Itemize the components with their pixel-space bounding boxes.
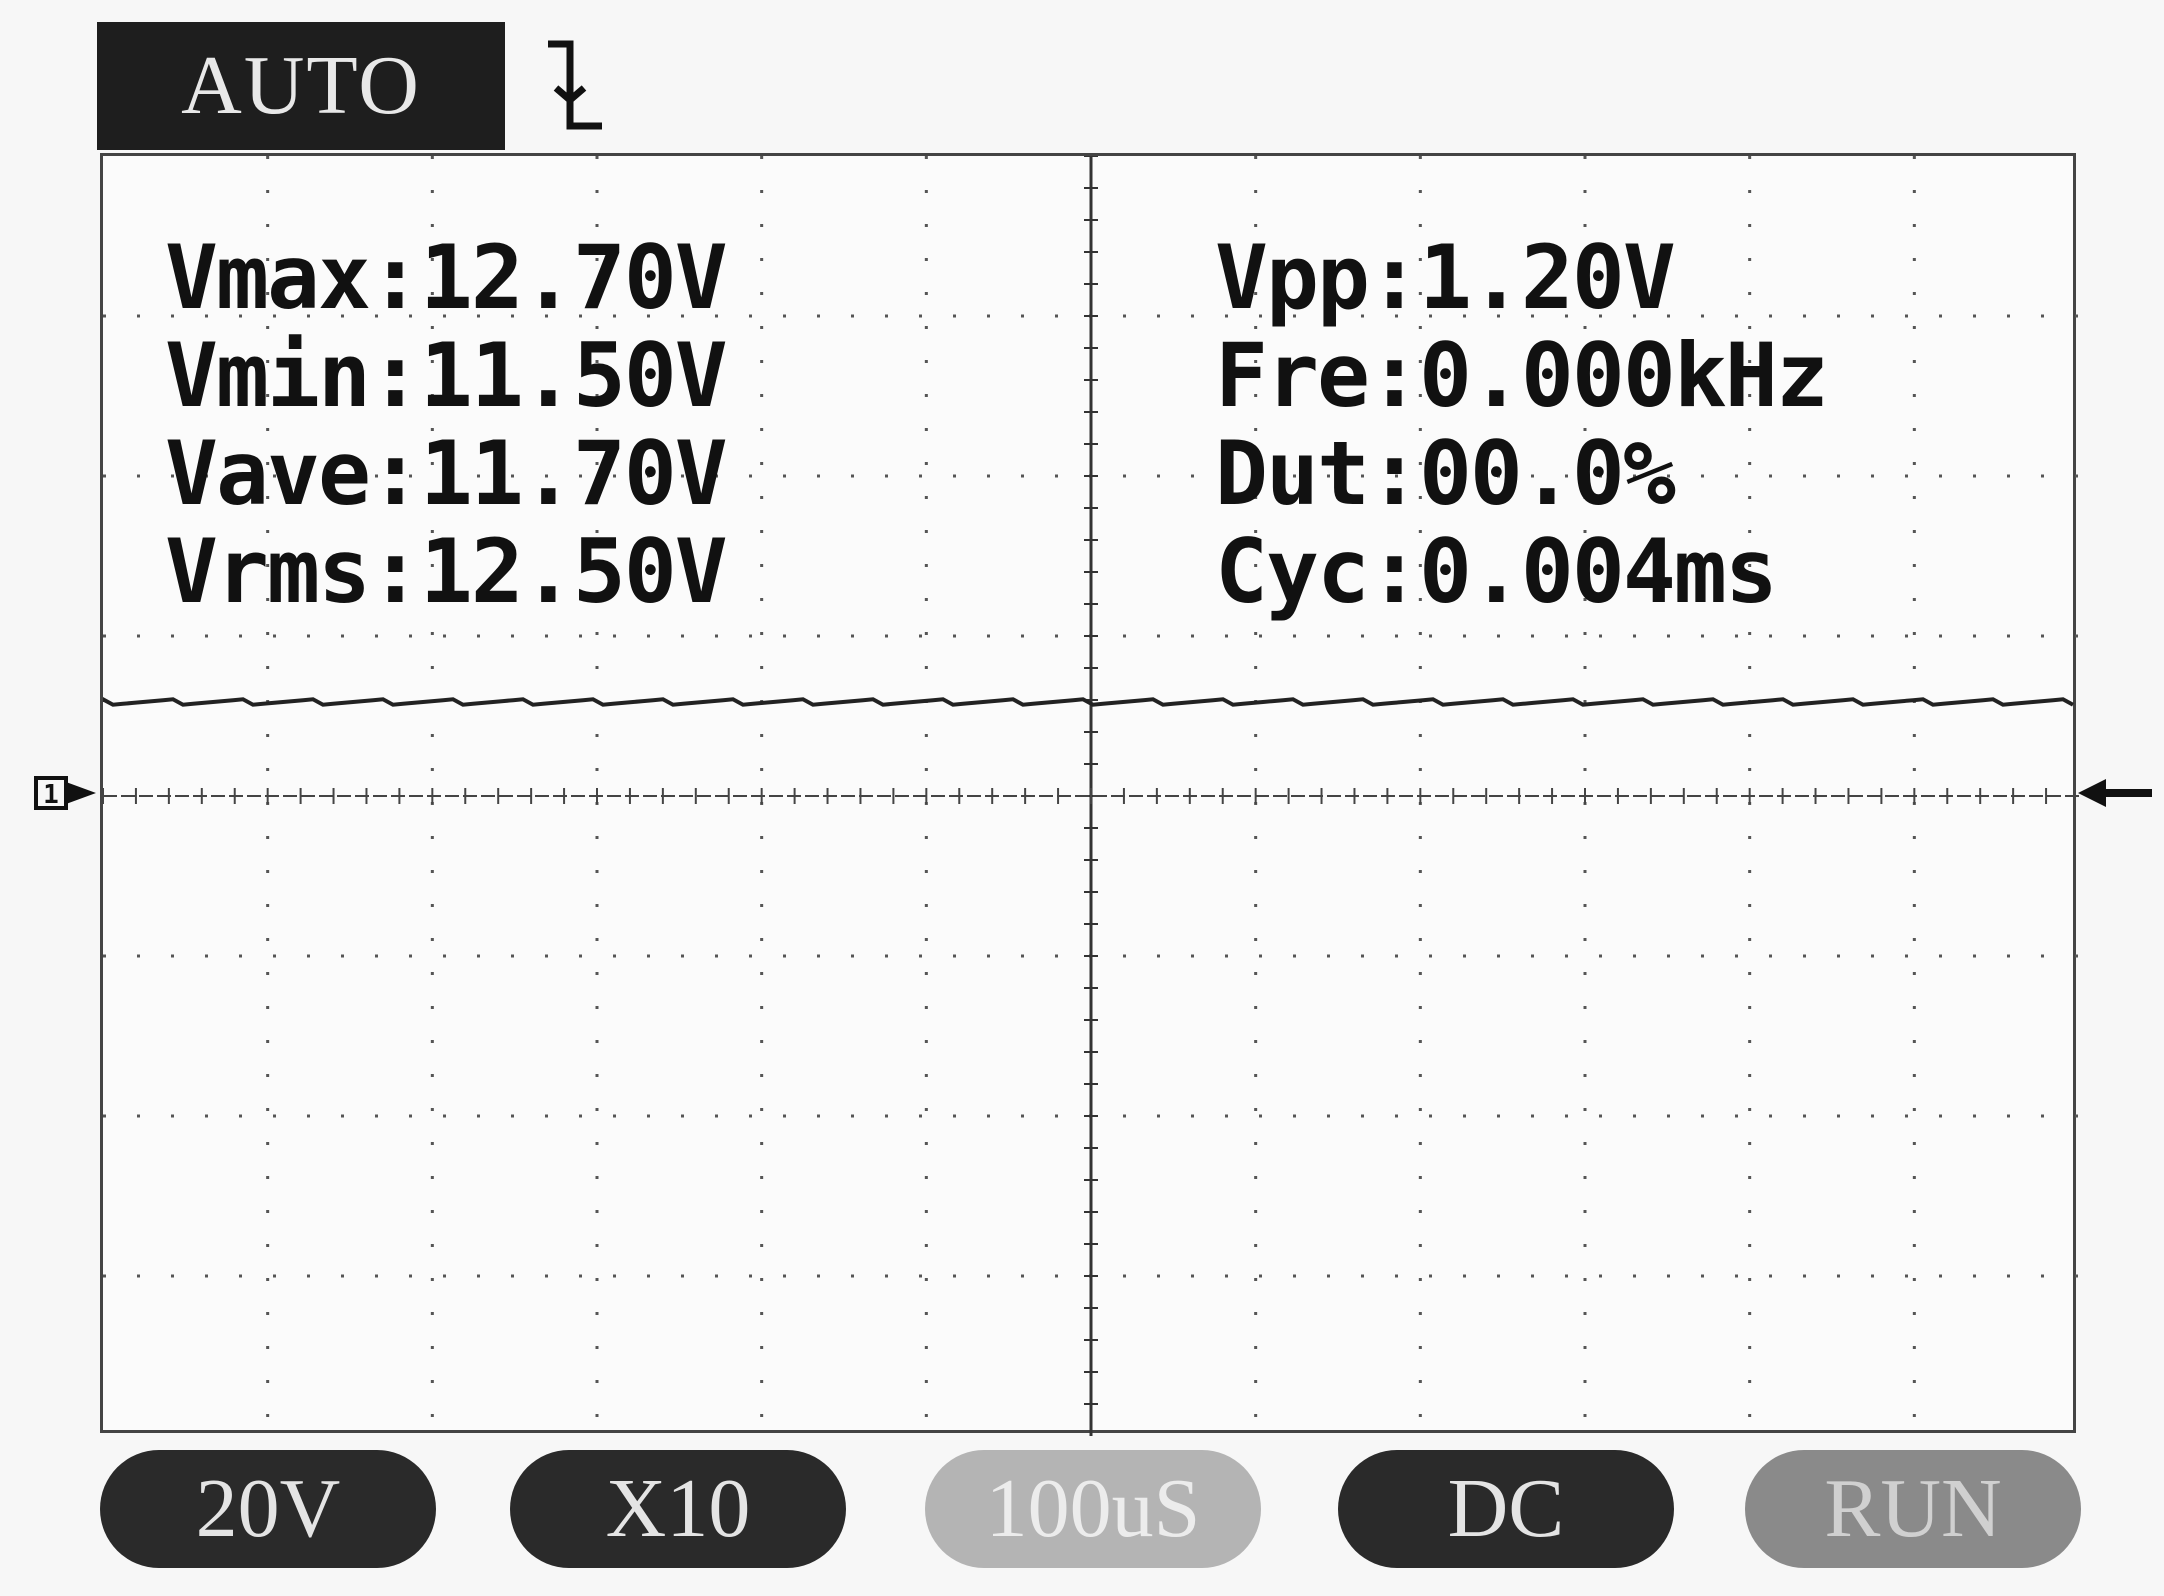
channel-1-label: 1 <box>43 780 59 810</box>
coupling-button[interactable]: DC <box>1338 1450 1674 1568</box>
vrms-label: Vrms <box>165 520 371 623</box>
cycle-value: 0.004ms <box>1418 520 1778 623</box>
cycle-label: Cyc <box>1215 520 1370 623</box>
channel-1-marker[interactable]: 1 <box>34 776 100 810</box>
vpp-value: 1.20V <box>1418 226 1676 329</box>
graticule-grid <box>103 156 2079 1436</box>
trigger-level-marker[interactable] <box>2076 776 2156 810</box>
volts-per-div-button[interactable]: 20V <box>100 1450 436 1568</box>
vmin-label: Vmin <box>165 324 371 427</box>
vmax-value: 12.70V <box>419 226 728 329</box>
frequency-label: Fre <box>1215 324 1370 427</box>
vave-readout: Vave:11.70V <box>165 422 728 525</box>
acquisition-mode-badge[interactable]: AUTO <box>97 22 505 150</box>
vrms-value: 12.50V <box>419 520 728 623</box>
waveform-display <box>100 153 2079 1436</box>
probe-attenuation-button[interactable]: X10 <box>510 1450 846 1568</box>
vave-label: Vave <box>165 422 371 525</box>
duty-value: 00.0% <box>1418 422 1676 525</box>
frequency-value: 0.000kHz <box>1418 324 1829 427</box>
duty-readout: Dut:00.0% <box>1215 422 1676 525</box>
duty-label: Dut <box>1215 422 1370 525</box>
vmax-readout: Vmax:12.70V <box>165 226 728 329</box>
vmax-label: Vmax <box>165 226 371 329</box>
vave-value: 11.70V <box>419 422 728 525</box>
vpp-label: Vpp <box>1215 226 1370 329</box>
frequency-readout: Fre:0.000kHz <box>1215 324 1829 427</box>
vrms-readout: Vrms:12.50V <box>165 520 728 623</box>
vpp-readout: Vpp:1.20V <box>1215 226 1676 329</box>
run-stop-button[interactable]: RUN <box>1745 1450 2081 1568</box>
falling-edge-trigger-icon <box>548 40 602 130</box>
time-per-div-button[interactable]: 100uS <box>925 1450 1261 1568</box>
cycle-readout: Cyc:0.004ms <box>1215 520 1778 623</box>
vmin-value: 11.50V <box>419 324 728 427</box>
channel-1-waveform <box>103 697 2074 707</box>
vmin-readout: Vmin:11.50V <box>165 324 728 427</box>
